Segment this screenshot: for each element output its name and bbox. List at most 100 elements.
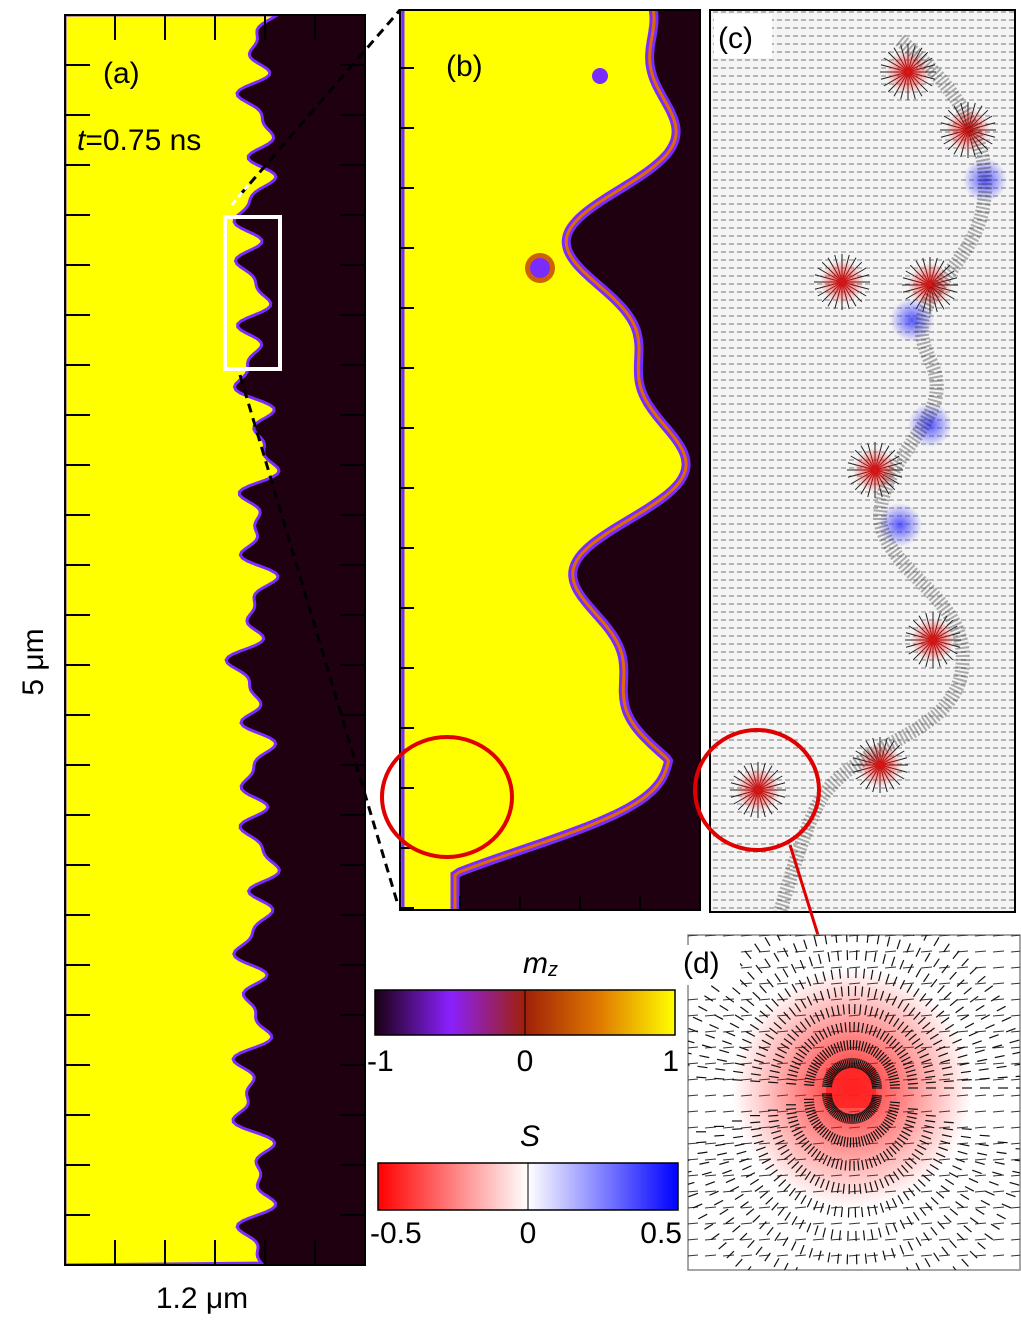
- colorbar-tick-label: 0.5: [640, 1217, 682, 1250]
- spin-arrow: [801, 1045, 810, 1053]
- spin-arrow: [772, 1134, 783, 1140]
- spin-arrow: [755, 1246, 763, 1256]
- spin-arrow: [925, 1119, 936, 1123]
- spin-arrow: [853, 1058, 856, 1069]
- spin-arrow: [771, 998, 779, 1007]
- spin-arrow: [861, 986, 864, 997]
- spin-arrow: [809, 1173, 816, 1184]
- spin-arrow: [885, 1116, 895, 1123]
- spin-arrow: [929, 1033, 939, 1040]
- spin-arrow: [784, 988, 791, 998]
- spin-arrow: [745, 1172, 756, 1178]
- spin-arrow: [924, 1069, 935, 1074]
- spin-arrow: [834, 1110, 842, 1120]
- spin-arrow: [979, 1077, 990, 1080]
- spin-arrow: [830, 969, 834, 980]
- spin-arrow: [798, 1219, 805, 1230]
- spin-arrow: [722, 1040, 732, 1045]
- spin-arrow: [827, 951, 831, 963]
- spin-arrow: [891, 996, 898, 1006]
- spin-arrow: [905, 1069, 916, 1074]
- spin-arrow: [827, 1132, 834, 1142]
- spin-arrow: [897, 999, 904, 1009]
- spin-arrow: [755, 964, 763, 974]
- spin-arrow: [872, 1026, 878, 1037]
- spin-arrow: [902, 1127, 913, 1133]
- spin-arrow: [809, 1014, 816, 1025]
- spin-arrow: [876, 1051, 885, 1061]
- spin-arrow: [819, 990, 825, 1001]
- spin-arrow: [956, 1232, 965, 1241]
- spin-arrow: [843, 1040, 846, 1051]
- spin-arrow: [799, 1021, 807, 1031]
- spin-arrow: [870, 1075, 880, 1081]
- spin-arrow: [860, 1111, 866, 1122]
- spin-arrow: [830, 1044, 836, 1055]
- spin-arrow: [835, 1158, 840, 1169]
- spin-arrow: [857, 1059, 862, 1070]
- spin-arrow: [861, 1111, 868, 1121]
- spin-arrow: [871, 1094, 882, 1097]
- spin-arrow: [791, 1127, 802, 1133]
- spin-arrow: [899, 959, 905, 970]
- spin-arrow: [788, 1069, 799, 1074]
- spin-arrow: [972, 1040, 982, 1045]
- spin-arrow: [734, 1193, 744, 1201]
- spin-arrow: [904, 1161, 913, 1169]
- spin-arrow: [810, 1148, 818, 1158]
- spin-arrow: [725, 1177, 736, 1184]
- spin-arrow: [824, 1130, 832, 1140]
- spin-arrow: [885, 993, 891, 1003]
- spin-arrow: [825, 1102, 835, 1109]
- spin-arrow: [818, 1152, 825, 1163]
- spin-arrow: [848, 1058, 851, 1069]
- spin-arrow: [873, 1252, 877, 1263]
- panel-label: (a): [103, 57, 140, 90]
- spin-arrow: [901, 1164, 909, 1174]
- spin-arrow: [715, 1143, 726, 1147]
- spin-arrow: [886, 1148, 894, 1158]
- spin-arrow: [759, 985, 767, 994]
- spin-arrow: [869, 1102, 879, 1109]
- spin-arrow: [865, 1134, 871, 1145]
- spin-arrow: [889, 1038, 897, 1047]
- spin-arrow: [840, 1207, 843, 1218]
- spin-arrow: [805, 1109, 816, 1114]
- spin-arrow: [862, 1110, 870, 1120]
- spin-arrow: [924, 1257, 931, 1268]
- spin-arrow: [1015, 1075, 1020, 1078]
- spin-arrow: [915, 968, 922, 978]
- spin-arrow: [867, 987, 871, 998]
- spin-arrow: [772, 1058, 783, 1064]
- spin-arrow: [988, 1181, 999, 1186]
- spin-arrow: [795, 1133, 805, 1141]
- spin-arrow: [883, 1062, 894, 1069]
- spin-arrow: [799, 1168, 807, 1177]
- spin-arrow: [824, 1101, 834, 1107]
- spin-arrow: [892, 1018, 900, 1027]
- spin-arrow: [1005, 1027, 1016, 1033]
- spin-arrow: [782, 968, 789, 978]
- spin-arrow: [911, 1153, 921, 1161]
- spin-arrow: [885, 1225, 890, 1236]
- spin-arrow: [755, 1273, 761, 1281]
- spin-arrow: [868, 1157, 873, 1168]
- spin-arrow: [964, 1185, 975, 1192]
- spin-arrow: [814, 1012, 821, 1022]
- spin-arrow: [930, 1226, 938, 1236]
- spin-arrow: [955, 1158, 965, 1163]
- spin-arrow: [883, 1012, 890, 1022]
- spin-arrow: [863, 1109, 871, 1119]
- spin-arrow: [688, 1170, 692, 1173]
- spin-arrow: [805, 1074, 816, 1079]
- spin-arrow: [774, 1232, 781, 1242]
- spin-arrow: [739, 979, 748, 988]
- spin-arrow: [925, 1202, 933, 1211]
- spin-arrow: [761, 1039, 772, 1046]
- spin-arrow: [977, 975, 986, 984]
- spin-arrow: [960, 1135, 971, 1139]
- spin-arrow: [907, 963, 914, 974]
- spin-arrow: [809, 1116, 819, 1123]
- spin-arrow: [729, 1022, 740, 1029]
- spin-arrow: [907, 1082, 918, 1085]
